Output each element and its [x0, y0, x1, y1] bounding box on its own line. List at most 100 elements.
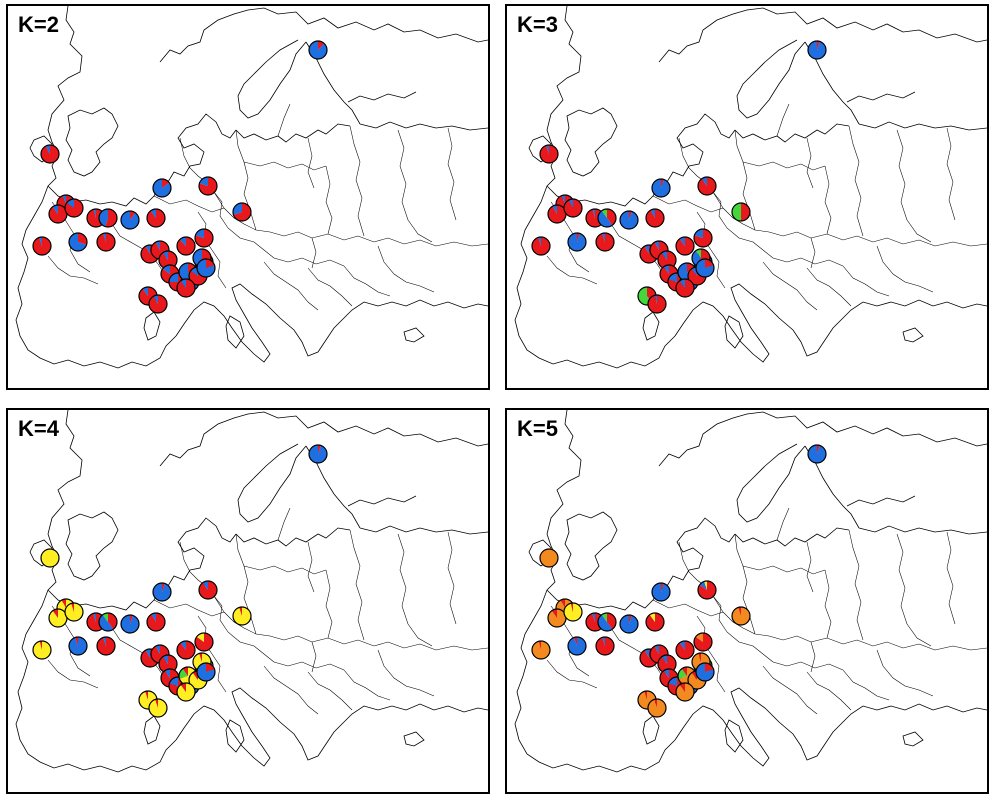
pie-slice-blue — [142, 287, 148, 296]
map-lines — [514, 6, 987, 369]
pie-slice-yellow — [704, 581, 707, 590]
pie-slice-yellow — [649, 613, 655, 622]
pie-slice-blue — [561, 195, 565, 204]
k-label: K=2 — [18, 12, 59, 37]
pie-slice-red — [646, 613, 665, 631]
pie-slice-blue — [668, 273, 677, 282]
pie-slice-red — [96, 637, 115, 655]
k-label: K=3 — [517, 12, 558, 37]
pie-slice-red — [629, 211, 632, 220]
population-pie — [563, 198, 583, 218]
population-pie — [196, 662, 216, 682]
pie-slice-blue — [103, 637, 106, 646]
pie-slice-red — [658, 655, 677, 673]
pie-slice-red — [182, 667, 188, 676]
pie-slice-green — [601, 209, 607, 218]
population-pie — [176, 278, 196, 298]
pie-slice-red — [698, 581, 717, 599]
pie-slice-blue — [644, 245, 649, 254]
pie-slice-blue — [93, 209, 96, 218]
pie-slice-blue — [538, 237, 541, 246]
population-pie — [595, 232, 615, 252]
pie-slice-blue — [93, 613, 96, 622]
pie-slice-red — [738, 607, 741, 616]
pie-slice-yellow — [563, 603, 582, 621]
pie-slice-red — [162, 583, 165, 592]
pie-slice-red — [65, 199, 84, 218]
pie-slice-blue — [661, 655, 667, 664]
population-pie — [651, 582, 671, 602]
pie-slice-red — [198, 177, 217, 195]
pie-slice-red — [130, 615, 133, 624]
pie-slice-red — [547, 205, 566, 223]
pie-slice-green — [102, 613, 108, 622]
population-pie — [693, 632, 713, 652]
pie-slice-red — [199, 653, 202, 662]
pie-slice-green — [678, 668, 687, 679]
k-label: K=5 — [517, 416, 558, 441]
pie-slice-red — [563, 199, 582, 217]
pie-slice-blue — [663, 669, 669, 678]
pie-slice-blue — [692, 250, 701, 266]
pie-slice-red — [629, 615, 632, 624]
pie-slice-red — [177, 279, 196, 298]
pie-slice-blue — [169, 677, 178, 686]
pie-slice-orange — [647, 699, 666, 717]
pie-slice-red — [551, 609, 557, 618]
population-pie — [807, 444, 827, 464]
population-pie — [567, 636, 587, 656]
population-pie — [651, 178, 671, 198]
pie-slice-blue — [155, 645, 160, 654]
pie-slice-blue — [150, 209, 156, 218]
pie-slice-blue — [151, 613, 156, 622]
pie-slice-red — [676, 237, 695, 255]
pie-slice-blue — [654, 241, 659, 250]
population-pie — [695, 258, 715, 278]
pie-slice-red — [159, 655, 178, 673]
pie-slice-blue — [694, 229, 703, 238]
population-pie — [308, 40, 328, 60]
pie-slice-blue — [644, 649, 649, 658]
population-pie — [48, 608, 68, 628]
pie-slice-yellow — [232, 607, 251, 625]
population-pie — [48, 204, 68, 224]
pie-slice-blue — [202, 581, 208, 590]
population-pie — [619, 614, 639, 634]
population-pie — [695, 662, 715, 682]
pie-slice-blue — [620, 615, 639, 633]
pie-slice-red — [574, 637, 577, 646]
pie-slice-blue — [103, 232, 106, 242]
pie-slice-red — [658, 251, 677, 270]
pie-slice-blue — [98, 209, 108, 227]
pie-slice-red — [531, 237, 550, 255]
pie-slice-red — [155, 699, 158, 708]
pie-slice-red — [661, 178, 664, 188]
population-pie — [96, 232, 116, 252]
population-pie — [194, 228, 214, 248]
pie-slice-red — [318, 41, 325, 50]
map-panel-k3: K=3 — [505, 4, 989, 390]
population-pie — [539, 144, 559, 164]
pie-slice-red — [705, 259, 714, 268]
population-pie — [675, 640, 695, 660]
pie-slice-red — [705, 663, 714, 672]
pie-slice-red — [195, 633, 214, 651]
pie-slice-blue — [650, 209, 655, 218]
population-pie — [675, 236, 695, 256]
pie-slice-red — [61, 599, 66, 608]
population-pie — [198, 580, 218, 600]
population-pie — [32, 640, 52, 660]
population-pie — [731, 606, 751, 626]
pie-slice-blue — [45, 145, 50, 154]
pie-slice-red — [698, 177, 717, 195]
population-pie — [98, 612, 118, 632]
pie-slice-red — [698, 653, 701, 662]
pie-slice-blue — [598, 614, 613, 631]
pie-slice-red — [49, 204, 68, 223]
population-pie — [675, 682, 695, 702]
pie-slice-blue — [199, 177, 208, 186]
pie-slice-blue — [668, 677, 677, 686]
pie-slice-red — [108, 613, 117, 630]
population-pie — [40, 144, 60, 164]
europe-map — [15, 6, 488, 369]
